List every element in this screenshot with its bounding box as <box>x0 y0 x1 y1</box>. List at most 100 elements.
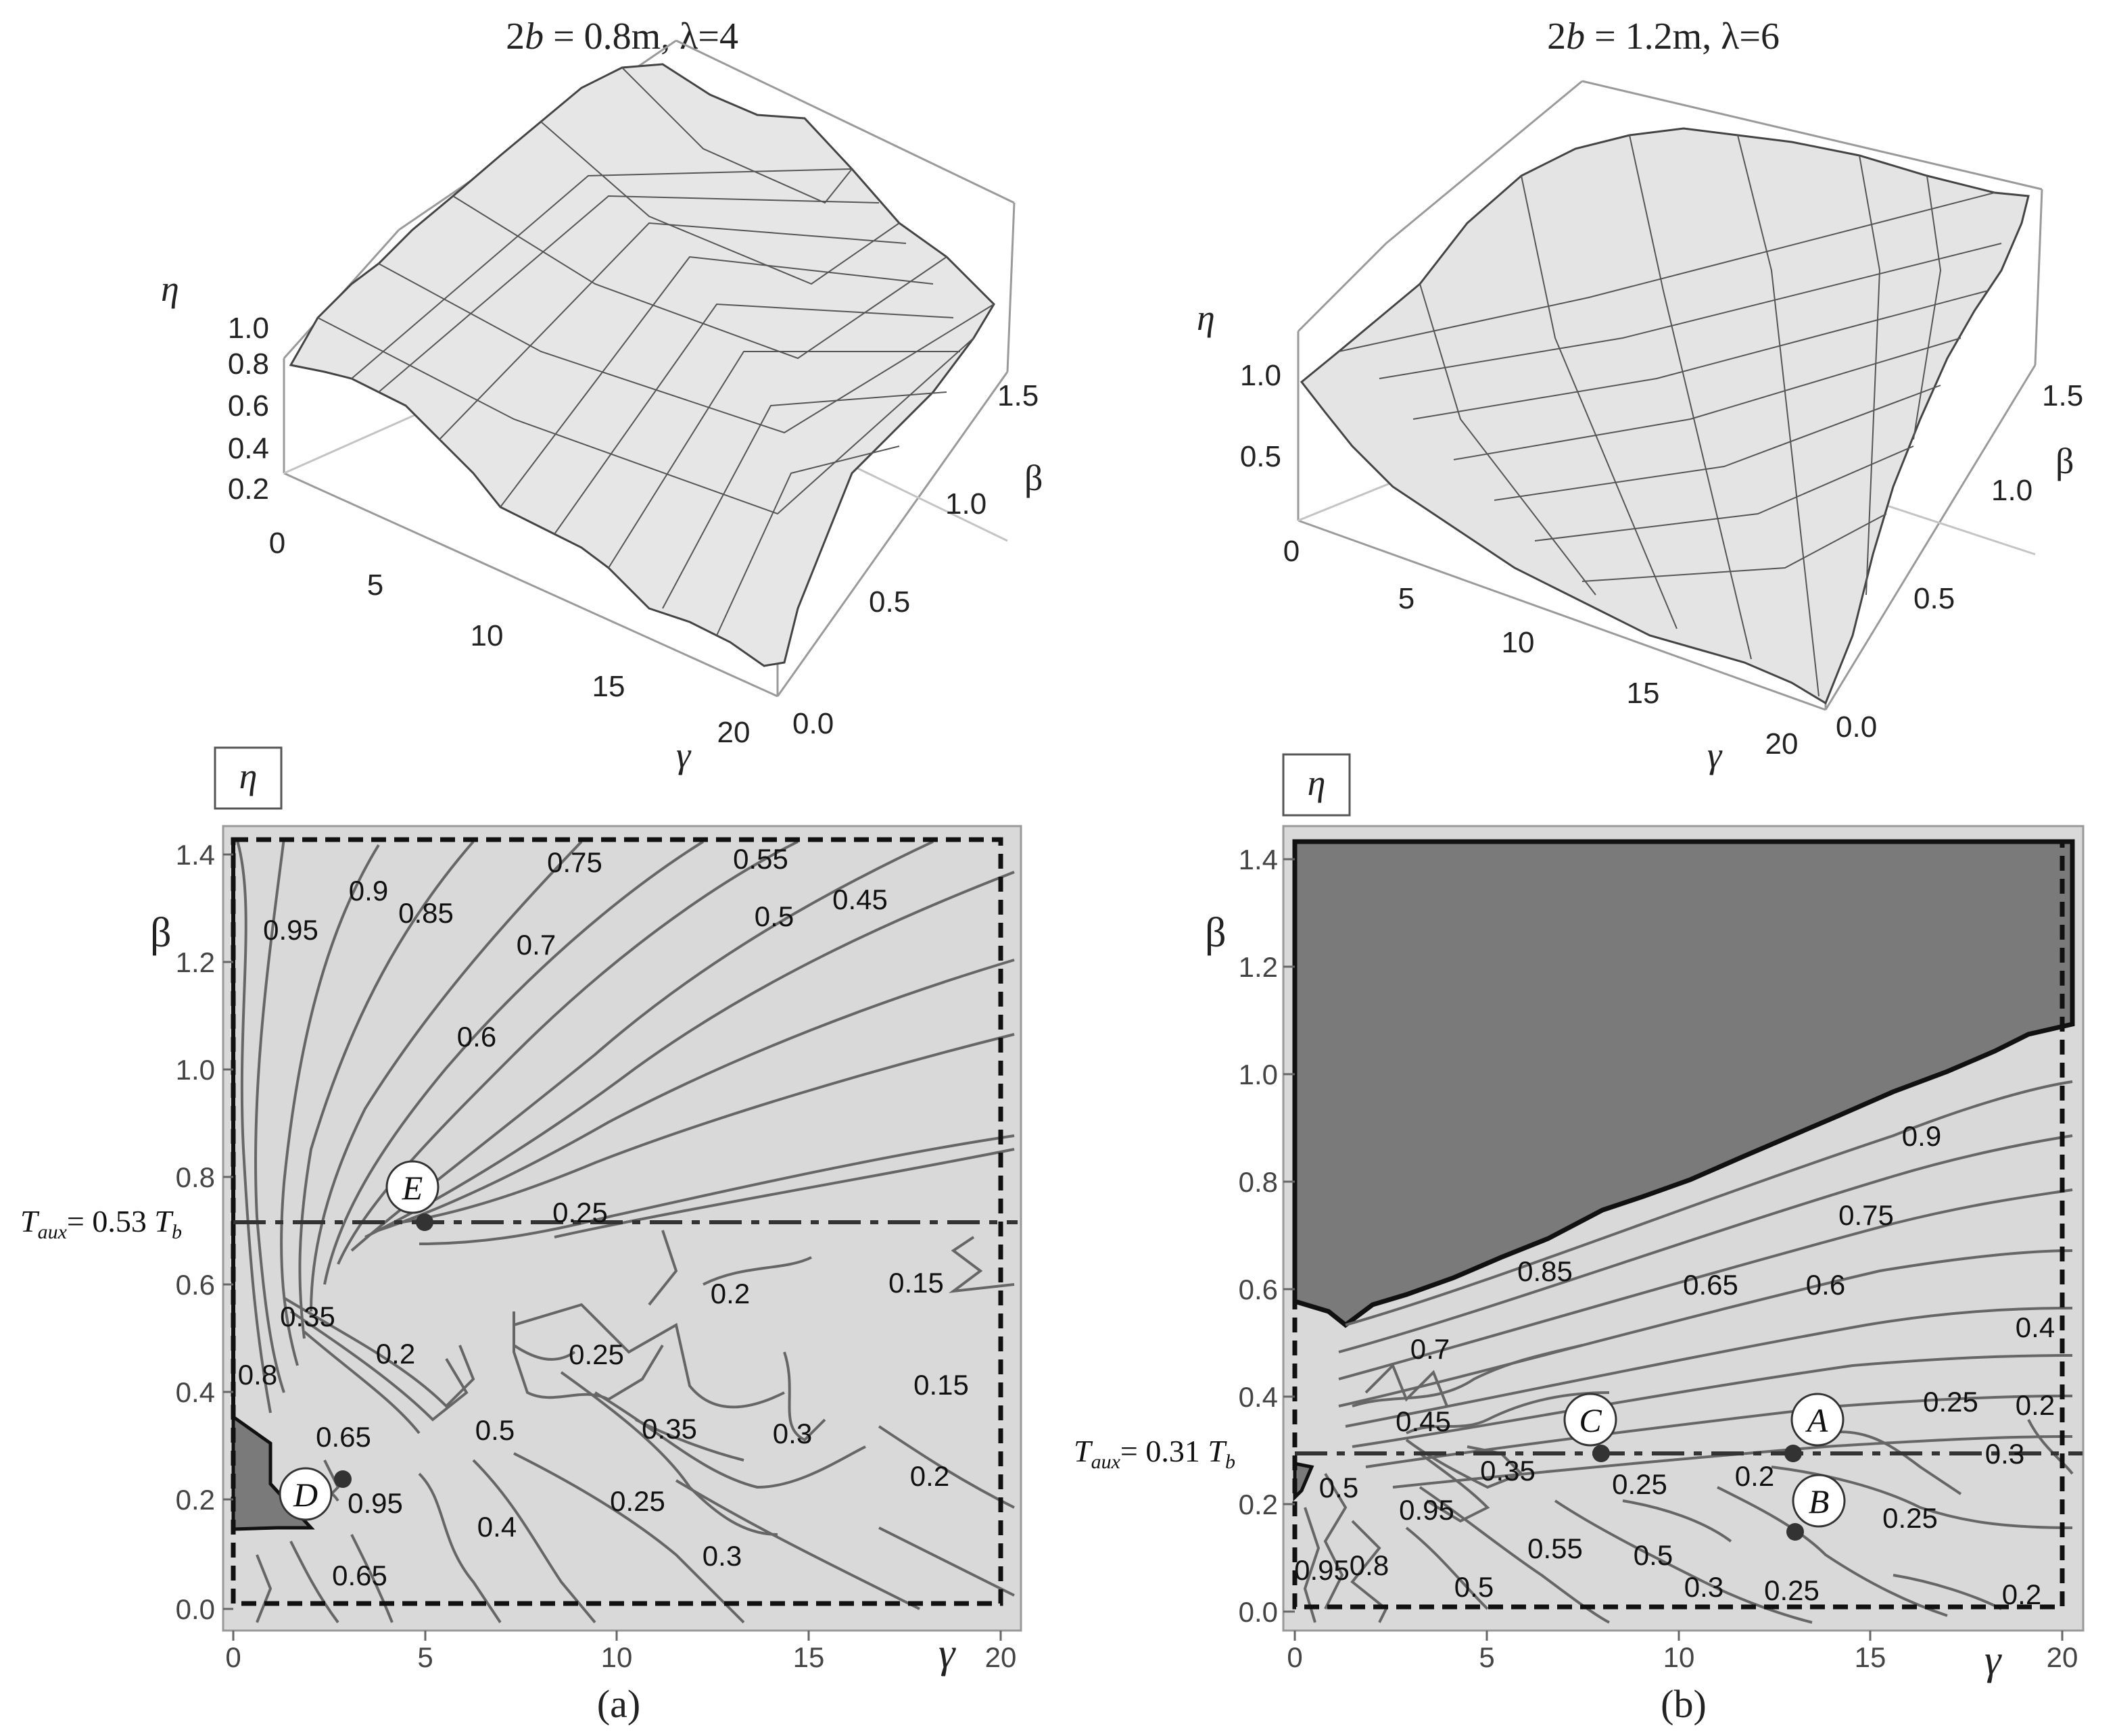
y-tick-a: 0.8 <box>176 1161 215 1193</box>
contour-label: 0.95 <box>1294 1554 1350 1586</box>
surface-b <box>1300 127 2030 705</box>
contour-label: 0.5 <box>1634 1539 1673 1571</box>
contour-label: 0.6 <box>457 1021 496 1053</box>
surface-a-ytick: 1.5 <box>997 379 1039 412</box>
contour-label: 0.2 <box>711 1278 750 1309</box>
y-tick-a: 0.0 <box>176 1593 215 1625</box>
surface-a-xlabel: γ <box>676 735 692 775</box>
contour-label: 0.8 <box>238 1359 277 1391</box>
svg-text:D: D <box>293 1476 318 1514</box>
surface-b-xtick: 10 <box>1502 626 1535 659</box>
y-tick-b: 1.0 <box>1239 1059 1278 1090</box>
contour-label: 0.9 <box>1902 1120 1941 1152</box>
y-tick-a: 0.6 <box>176 1269 215 1301</box>
svg-text:A: A <box>1805 1401 1828 1439</box>
panel-b-title: 2b = 1.2m, λ=6 <box>1547 16 1780 57</box>
contour-label: 0.25 <box>1764 1574 1819 1606</box>
y-axis-label-a: β <box>150 910 172 956</box>
t-aux-label-a: Taux= 0.53 Tb <box>20 1204 182 1243</box>
contour-label: 0.3 <box>773 1418 812 1449</box>
surface-b-ztick: 1.0 <box>1240 359 1281 392</box>
contour-label: 0.65 <box>316 1421 371 1453</box>
eta-legend-b: η <box>1308 763 1326 803</box>
surface-b-ylabel: β <box>2055 441 2074 481</box>
point-C: C <box>1563 1393 1617 1462</box>
caption-a: (a) <box>597 1682 640 1726</box>
eta-legend-a: η <box>239 756 258 796</box>
infeasible-region-b <box>1292 839 2075 1328</box>
contour-label: 0.2 <box>910 1460 949 1492</box>
surface-b-ytick: 1.0 <box>1991 474 2032 507</box>
surface-a-xtick: 5 <box>367 569 383 602</box>
contour-label: 0.35 <box>642 1413 697 1445</box>
contour-label: 0.2 <box>2002 1578 2041 1610</box>
contour-label: 0.35 <box>1480 1455 1536 1487</box>
surface-mesh-b <box>1338 135 2002 697</box>
surface-mesh-a <box>317 67 995 636</box>
y-tick-a: 1.4 <box>176 839 215 871</box>
contour-label: 0.95 <box>1399 1494 1454 1526</box>
surface-a-xtick: 20 <box>717 716 751 749</box>
surface-a-ztick: 0.8 <box>228 347 269 381</box>
y-tick-a: 1.0 <box>176 1054 215 1086</box>
surface-b-xtick: 20 <box>1765 727 1799 761</box>
x-tick-b: 20 <box>2047 1641 2078 1673</box>
surface-a-xtick: 10 <box>471 619 504 652</box>
contour-label: 0.5 <box>1319 1472 1358 1503</box>
contour-label: 0.6 <box>1806 1269 1845 1301</box>
contour-label: 0.5 <box>1454 1571 1494 1603</box>
y-tick-b: 0.8 <box>1239 1166 1278 1198</box>
contour-label: 0.75 <box>547 846 602 878</box>
contour-label: 0.2 <box>2016 1389 2055 1421</box>
contour-label: 0.15 <box>888 1267 944 1299</box>
surface-b-xtick: 15 <box>1627 677 1660 710</box>
t-aux-label-b: Taux= 0.31 Tb <box>1074 1434 1235 1473</box>
surface-a-ztick: 1.0 <box>228 312 269 345</box>
plot-frame-a <box>222 825 1022 1632</box>
contour-label: 0.25 <box>610 1485 665 1517</box>
surface-b-ztick: 0.5 <box>1240 440 1281 473</box>
eta-legend-box-a <box>214 746 283 810</box>
x-tick-a: 0 <box>225 1641 241 1673</box>
x-tick-a: 5 <box>417 1641 433 1673</box>
contour-label: 0.65 <box>332 1560 387 1591</box>
contour-label: 0.15 <box>913 1369 969 1401</box>
contour-label: 0.95 <box>263 914 318 946</box>
contour-label: 0.85 <box>1517 1255 1573 1287</box>
y-tick-b: 1.2 <box>1239 951 1278 983</box>
eta-legend-box-b <box>1282 753 1351 817</box>
surface-a-zlabel: η <box>161 268 179 309</box>
contour-label: 0.45 <box>1396 1405 1451 1437</box>
y-tick-a: 0.2 <box>176 1484 215 1516</box>
y-tick-b: 0.2 <box>1239 1489 1278 1520</box>
x-axis-label-a: γ <box>938 1631 956 1677</box>
svg-text:C: C <box>1579 1401 1602 1439</box>
dashed-boundary-b <box>1292 839 2065 1610</box>
y-tick-b: 0.4 <box>1239 1381 1278 1413</box>
x-axis-label-b: γ <box>1984 1637 2002 1683</box>
panel-a-title: 2b = 0.8m, λ=4 <box>506 16 738 57</box>
x-tick-b: 15 <box>1855 1641 1886 1673</box>
surface-a-ylabel: β <box>1024 458 1043 498</box>
point-E: E <box>385 1160 439 1231</box>
surface-b-xtick: 0 <box>1283 535 1300 568</box>
contour-label: 0.7 <box>1410 1333 1450 1365</box>
svg-text:E: E <box>402 1169 423 1207</box>
contour-label: 0.2 <box>376 1338 415 1370</box>
point-B: B <box>1786 1474 1846 1541</box>
contour-label: 0.4 <box>2016 1311 2055 1343</box>
contour-label: 0.4 <box>477 1511 517 1543</box>
svg-text:B: B <box>1809 1482 1830 1520</box>
surface-a-ytick: 0.0 <box>792 707 834 740</box>
surface-b-xlabel: γ <box>1707 735 1723 775</box>
surface-a-xtick: 15 <box>592 670 625 703</box>
surface-a-ytick: 1.0 <box>945 487 986 521</box>
contour-label: 0.7 <box>517 929 556 961</box>
contour-label: 0.5 <box>755 900 794 932</box>
contour-plot-b: η <box>1074 753 2085 1726</box>
contour-label: 0.45 <box>832 884 888 915</box>
y-ticks-a <box>223 853 233 1610</box>
x-ticks-b <box>1293 1631 2064 1641</box>
x-ticks-a <box>232 1631 1002 1641</box>
surface-b-ytick: 0.5 <box>1913 582 1955 615</box>
